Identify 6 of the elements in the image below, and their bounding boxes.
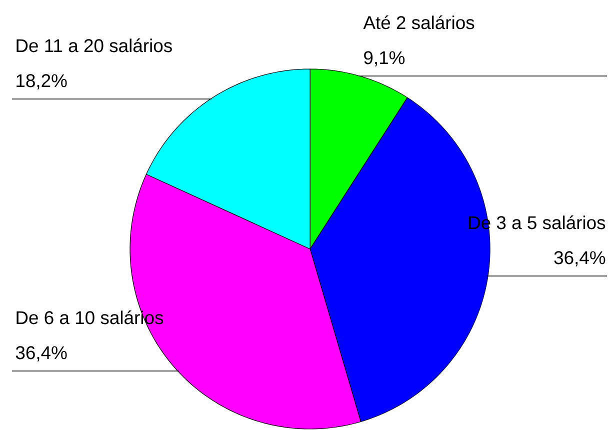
slice-label: De 11 a 20 salários xyxy=(16,38,172,52)
data-label: 36,4% xyxy=(16,346,67,362)
data-label: 9,1% xyxy=(364,51,405,66)
data-label: 36,4% xyxy=(554,251,606,266)
data-label: 18,2% xyxy=(16,74,67,90)
slice-label: Até 2 salários xyxy=(363,15,474,30)
